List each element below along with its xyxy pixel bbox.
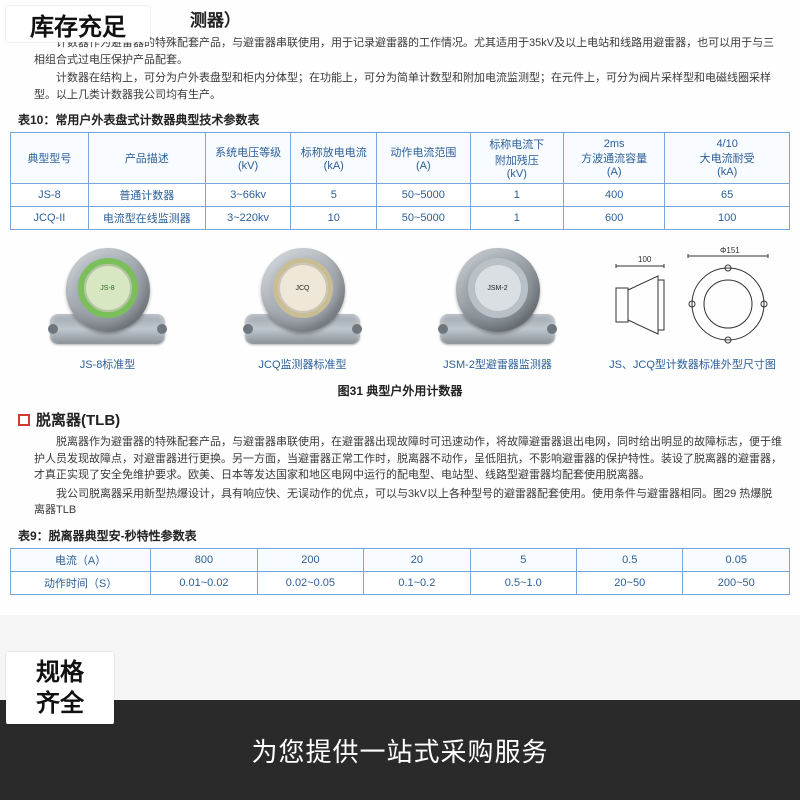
spec-badge: 规格 齐全 bbox=[6, 652, 114, 724]
table10-header-cell: 标称电流下附加残压(kV) bbox=[470, 133, 563, 184]
tlb-section-title: 脱离器(TLB) bbox=[18, 409, 790, 430]
table9-caption: 表9：脱离器典型安-秒特性参数表 bbox=[18, 527, 790, 544]
diagram-label: JS、JCQ型计数器标准外型尺寸图 bbox=[609, 356, 776, 372]
table10-cell: 50~5000 bbox=[377, 207, 470, 230]
device-jsm2-image: JSM-2 bbox=[438, 246, 558, 356]
table10-header-cell: 2ms方波通流容量(A) bbox=[564, 133, 665, 184]
table9-cell: 0.02~0.05 bbox=[257, 571, 363, 594]
table10-cell: 1 bbox=[470, 184, 563, 207]
product-jsm2-label: JSM-2型避雷器监测器 bbox=[443, 356, 552, 372]
table9-header-cell: 0.05 bbox=[683, 548, 790, 571]
table10-cell: JS-8 bbox=[11, 184, 89, 207]
table9-header-cell: 0.5 bbox=[577, 548, 683, 571]
table10-cell: 65 bbox=[665, 184, 790, 207]
table9-header-cell: 800 bbox=[151, 548, 257, 571]
table10-header-cell: 系统电压等级(kV) bbox=[205, 133, 291, 184]
figure31-caption: 图31 典型户外用计数器 bbox=[10, 382, 790, 399]
table9-cell: 20~50 bbox=[577, 571, 683, 594]
svg-text:100: 100 bbox=[638, 255, 652, 264]
stock-badge: 库存充足 bbox=[6, 6, 150, 42]
table10-header-cell: 典型型号 bbox=[11, 133, 89, 184]
table10-header-cell: 标称放电电流(kA) bbox=[291, 133, 377, 184]
table10-cell: 电流型在线监测器 bbox=[88, 207, 205, 230]
table10-cell: 10 bbox=[291, 207, 377, 230]
table10-header-cell: 动作电流范围(A) bbox=[377, 133, 470, 184]
table9-header-cell: 5 bbox=[470, 548, 576, 571]
tlb-title-text: 脱离器(TLB) bbox=[36, 412, 120, 429]
product-jcq: JCQ JCQ监测器标准型 bbox=[205, 246, 400, 372]
table9-cell: 0.5~1.0 bbox=[470, 571, 576, 594]
counter-params-table: 典型型号产品描述系统电压等级(kV)标称放电电流(kA)动作电流范围(A)标称电… bbox=[10, 132, 790, 230]
table9-header-cell: 200 bbox=[257, 548, 363, 571]
svg-text:Φ151: Φ151 bbox=[720, 246, 740, 255]
table10-caption: 表10：常用户外表盘式计数器典型技术参数表 bbox=[18, 111, 790, 128]
stock-badge-text: 库存充足 bbox=[30, 7, 126, 42]
table9-cell: 0.1~0.2 bbox=[364, 571, 470, 594]
table10-cell: JCQ-II bbox=[11, 207, 89, 230]
product-image-row: JS-8 JS-8标准型 JCQ JCQ监测器标准型 bbox=[10, 240, 790, 374]
spec-badge-line2: 齐全 bbox=[36, 688, 84, 719]
tlb-para-1: 脱离器作为避雷器的特殊配套产品，与避雷器串联使用，在避雷器出现故障时可迅速动作，… bbox=[34, 434, 782, 484]
table9-header-cell: 20 bbox=[364, 548, 470, 571]
table9-header-cell: 电流（A） bbox=[11, 548, 151, 571]
bottom-banner-text: 为您提供一站式采购服务 bbox=[251, 732, 548, 769]
dimension-diagram-svg: 100 Φ151 bbox=[608, 246, 778, 356]
table10-cell: 3~220kv bbox=[205, 207, 291, 230]
table-row: JS-8普通计数器3~66kv550~5000140065 bbox=[11, 184, 790, 207]
counter-section-title: 测器） bbox=[190, 6, 790, 31]
table10-cell: 600 bbox=[564, 207, 665, 230]
tlb-para-2: 我公司脱离器采用新型热爆设计，具有响应快、无误动作的优点，可以与3kV以上各种型… bbox=[34, 486, 782, 519]
table-row: 动作时间（S）0.01~0.020.02~0.050.1~0.20.5~1.02… bbox=[11, 571, 790, 594]
device-jcq-image: JCQ bbox=[243, 246, 363, 356]
product-jcq-label: JCQ监测器标准型 bbox=[259, 356, 347, 372]
counter-para-2: 计数器在结构上，可分为户外表盘型和柜内分体型；在功能上，可分为简单计数型和附加电… bbox=[34, 70, 782, 103]
table9-cell: 动作时间（S） bbox=[11, 571, 151, 594]
table10-cell: 3~66kv bbox=[205, 184, 291, 207]
table10-cell: 5 bbox=[291, 184, 377, 207]
table10-cell: 400 bbox=[564, 184, 665, 207]
table-row: JCQ-II电流型在线监测器3~220kv1050~50001600100 bbox=[11, 207, 790, 230]
table10-cell: 100 bbox=[665, 207, 790, 230]
document-page: 测器） 计数器作为避雷器的特殊配套产品，与避雷器串联使用，用于记录避雷器的工作情… bbox=[0, 0, 800, 615]
product-js8: JS-8 JS-8标准型 bbox=[10, 246, 205, 372]
table10-header-cell: 产品描述 bbox=[88, 133, 205, 184]
table9-cell: 0.01~0.02 bbox=[151, 571, 257, 594]
table10-cell: 1 bbox=[470, 207, 563, 230]
table10-cell: 普通计数器 bbox=[88, 184, 205, 207]
device-js8-image: JS-8 bbox=[48, 246, 168, 356]
table10-header-cell: 4/10大电流耐受(kA) bbox=[665, 133, 790, 184]
table10-cell: 50~5000 bbox=[377, 184, 470, 207]
product-dimension-diagram: 100 Φ151 JS、JCQ型计数器标准外型尺寸图 bbox=[595, 246, 790, 372]
table9-cell: 200~50 bbox=[683, 571, 790, 594]
product-jsm2: JSM-2 JSM-2型避雷器监测器 bbox=[400, 246, 595, 372]
bottom-banner: 为您提供一站式采购服务 bbox=[0, 700, 800, 800]
section-marker-icon bbox=[18, 414, 30, 426]
spec-badge-line1: 规格 bbox=[36, 657, 84, 688]
tlb-params-table: 电流（A）8002002050.50.05 动作时间（S）0.01~0.020.… bbox=[10, 548, 790, 595]
product-js8-label: JS-8标准型 bbox=[80, 356, 136, 372]
